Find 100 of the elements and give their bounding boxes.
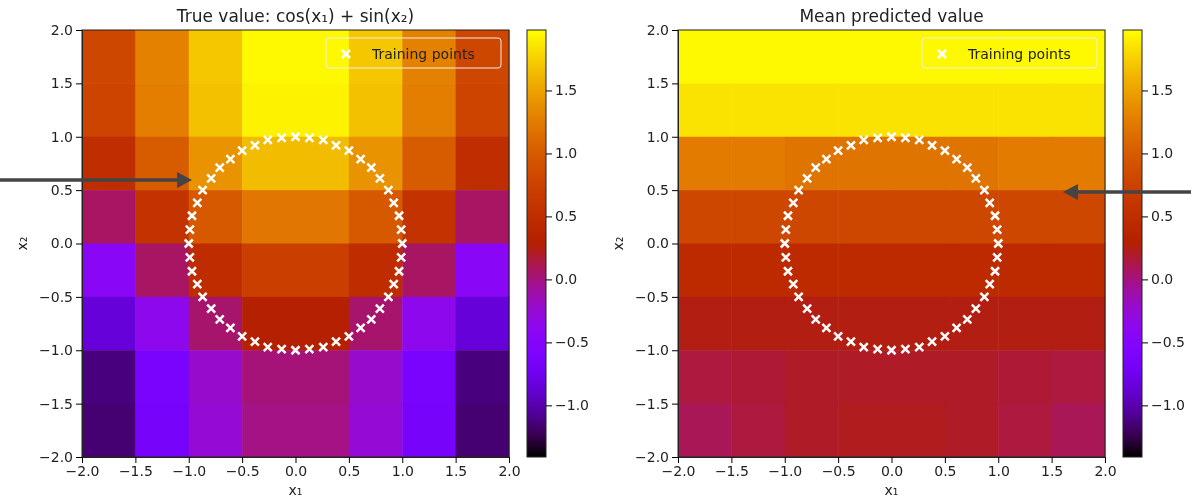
point [186,210,198,221]
point [343,145,355,156]
x-tick-label: −0.5 [225,462,260,479]
point [383,184,394,196]
point [979,291,990,303]
x-tick-label: −1.0 [172,462,207,479]
point [249,140,261,151]
chart-title: True value: cos(x₁) + sin(x₂) [175,6,415,26]
color-bar-label: 0.5 [1151,208,1174,225]
point [951,153,962,165]
point [782,210,794,221]
point [276,343,287,355]
point [397,238,408,249]
y-tick-label: 2.0 [50,21,73,38]
point [343,331,355,342]
point [318,341,329,353]
point [962,314,973,325]
point [236,145,248,156]
point [886,345,897,356]
y-tick-label: 0.5 [646,182,669,199]
point [970,173,982,184]
point [886,131,897,142]
color-bar-label: −0.5 [555,334,589,351]
y-tick-label: −1.5 [39,395,73,412]
point [330,140,342,151]
point [984,197,995,209]
point [304,132,315,144]
point [355,322,366,334]
point [366,162,377,173]
point [858,341,869,353]
point [779,238,790,249]
point [970,303,982,314]
point [374,173,386,184]
point [262,134,273,146]
point [393,210,405,221]
point [810,314,821,325]
x-tick-label: 0.5 [934,462,957,479]
point [388,197,399,209]
color-bar-label: 1.5 [555,82,578,99]
x-tick-label: 1.0 [987,462,1010,479]
point [383,291,394,303]
point [989,266,1001,277]
point [793,291,804,303]
point [900,343,911,355]
point [192,197,203,209]
point [821,322,832,334]
point [926,140,938,151]
color-bar-label: 0.0 [1151,271,1174,288]
color-bar-label: 0.0 [555,271,578,288]
point [214,162,225,173]
point [205,173,217,184]
color-bar-label: 1.5 [1151,82,1174,99]
y-tick-label: 0.0 [646,235,669,252]
color-bar-label: 1.0 [1151,145,1174,162]
point [225,322,236,334]
point [832,331,844,342]
y-tick-label: 1.5 [646,75,669,92]
point [197,184,208,196]
x-tick-label: 2.0 [1094,462,1117,479]
point [780,252,792,263]
point [276,132,287,144]
x-axis-title: x₁ [288,482,303,498]
point [793,184,804,196]
point [374,303,386,314]
y-tick-label: −1.0 [39,342,73,359]
color-bar-label: 1.0 [555,145,578,162]
y-tick-label: −1.5 [635,395,669,412]
point [788,197,799,209]
point [845,140,857,151]
point [914,134,925,146]
point [858,134,869,146]
point [872,343,883,355]
point [821,153,832,165]
point [872,132,883,144]
point [984,278,995,290]
x-tick-label: 1.5 [1040,462,1064,479]
point [993,238,1004,249]
point [184,252,196,263]
y-tick-label: −0.5 [39,288,73,305]
point [832,145,844,156]
point [197,291,208,303]
point [914,341,925,353]
point [290,131,301,142]
point [780,224,792,235]
y-tick-label: −2.0 [39,448,73,465]
point [962,162,973,173]
color-bar-label: 0.5 [555,208,578,225]
legend-label: Training points [967,46,1071,62]
point [991,252,1003,263]
x-tick-label: −1.0 [768,462,803,479]
x-tick-label: 0.0 [880,462,904,479]
x-tick-label: 1.0 [391,462,414,479]
point [801,173,813,184]
point [991,224,1003,235]
y-axis-title: x₂ [14,236,30,251]
x-tick-label: −2.0 [661,462,696,479]
point [290,345,301,356]
point [989,210,1001,221]
point [788,278,799,290]
point [318,134,329,146]
